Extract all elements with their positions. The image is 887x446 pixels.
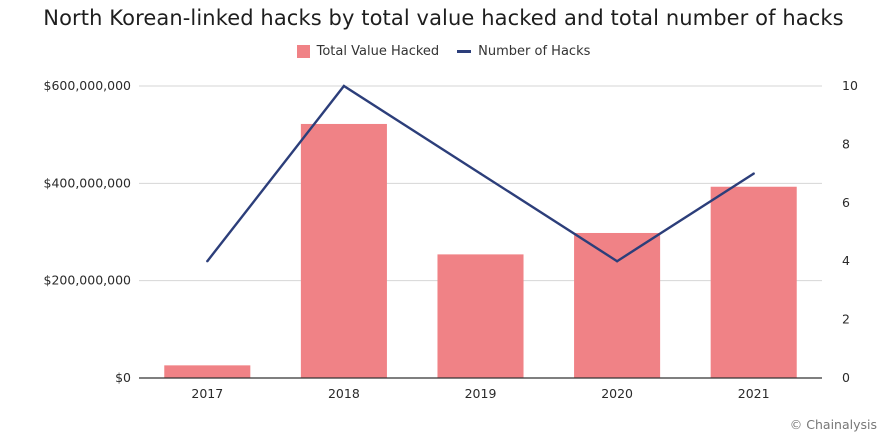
bar — [300, 123, 387, 379]
source-credit: © Chainalysis — [789, 417, 877, 432]
legend-label-line: Number of Hacks — [478, 44, 591, 59]
x-tick-label: 2019 — [465, 386, 497, 401]
line-point — [615, 260, 619, 263]
y-right-tick-label: 8 — [842, 136, 850, 151]
line-point — [752, 172, 755, 175]
y-right-tick-label: 10 — [842, 78, 858, 93]
bar — [710, 186, 797, 378]
x-tick-label: 2020 — [601, 386, 633, 401]
chart-title: North Korean-linked hacks by total value… — [43, 6, 844, 30]
y-right-tick-label: 6 — [842, 195, 850, 210]
bar — [164, 365, 251, 378]
line-point — [479, 172, 482, 175]
bar — [437, 254, 524, 378]
y-right-tick-label: 2 — [842, 312, 850, 327]
legend-swatch-line — [457, 50, 472, 53]
legend-label-bar: Total Value Hacked — [316, 44, 440, 59]
legend-item-bar[interactable]: Total Value Hacked — [296, 44, 440, 59]
y-left-tick-label: $400,000,000 — [44, 175, 132, 190]
x-tick-label: 2017 — [191, 386, 223, 401]
line-point — [206, 260, 209, 263]
legend-item-line[interactable]: Number of Hacks — [457, 44, 590, 59]
y-right-tick-label: 4 — [842, 253, 850, 268]
y-left-tick-label: $0 — [115, 370, 131, 385]
y-left-tick-label: $200,000,000 — [44, 273, 132, 288]
line-point — [342, 84, 346, 88]
x-tick-label: 2021 — [738, 386, 770, 401]
x-tick-label: 2018 — [328, 386, 360, 401]
y-right-tick-label: 0 — [842, 370, 850, 385]
bar — [574, 232, 661, 378]
legend: Total Value Hacked Number of Hacks — [0, 44, 887, 59]
y-left-tick-label: $600,000,000 — [44, 78, 132, 93]
legend-swatch-bar — [296, 45, 310, 58]
